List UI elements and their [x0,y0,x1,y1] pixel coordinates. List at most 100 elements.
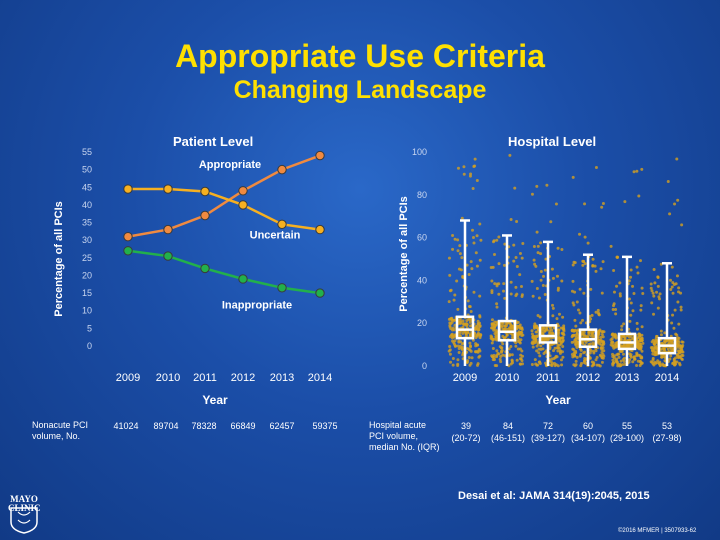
hospital-point [658,363,662,367]
hospital-point [572,363,576,367]
hospital-point [600,333,604,337]
hospital-point [458,252,462,256]
hospital-point [555,355,559,359]
hospital-point [629,313,633,317]
hospital-point [543,329,547,333]
hospital-point [466,330,470,334]
hospital-point [622,322,626,326]
hospital-point [456,358,460,362]
hospital-point [509,324,513,328]
hospital-point [456,307,460,311]
hospital-point [581,318,585,322]
hospital-point [602,349,606,353]
hospital-point [491,322,495,326]
hospital-point [539,269,543,273]
hospital-point [532,258,536,262]
hospital-point [669,287,673,291]
hospital-point [618,292,622,296]
hospital-point [560,363,564,367]
hospital-point [552,349,556,353]
hospital-point [675,274,679,278]
hospital-point [599,267,603,271]
hospital-point [620,328,624,332]
y-tick-label: 50 [82,165,92,175]
hospital-point [554,202,558,206]
hospital-point [535,344,539,348]
hospital-point [591,257,595,261]
hospital-point [655,338,659,342]
hospital-point [592,334,596,338]
hospital-point [549,220,553,224]
hospital-point [508,153,512,157]
hospital-point [500,350,504,354]
y-tick-label: 40 [82,200,92,210]
x-tick-label: 2011 [536,372,560,384]
hospital-point [573,338,577,342]
series-label-uncertain: Uncertain [250,229,301,241]
hospital-point [541,284,545,288]
hospital-point [544,361,548,365]
hospital-point [637,194,641,198]
hospital-point [543,293,547,297]
hospital-point [587,331,591,335]
hospital-point [650,301,654,305]
hospital-point [672,326,676,330]
hospital-point [649,282,653,286]
hospital-point [469,260,473,264]
hospital-point [534,362,538,366]
hospital-point [655,290,659,294]
hospital-point [551,303,555,307]
y-tick-label: 0 [422,361,427,371]
hospital-point [640,286,644,290]
hospital-point [530,329,534,333]
hospital-point [551,276,555,280]
hospital-point [465,360,469,364]
hospital-point [555,317,559,321]
hospital-point [473,157,477,161]
hospital-point [614,312,618,316]
hospital-point [578,287,582,291]
hospital-point [572,329,576,333]
data-point-appropriate [238,186,248,196]
hospital-point [673,308,677,312]
hospital-point [628,358,632,362]
hospital-point [573,354,577,358]
x-tick-label: 2014 [308,372,332,384]
hospital-point [618,294,622,298]
hospital-point [479,238,483,242]
hospital-point [512,243,516,247]
hospital-point [457,350,461,354]
hospital-point [592,361,596,365]
hospital-point [636,343,640,347]
hospital-point [489,336,493,340]
hospital-point [467,273,471,277]
hospital-point [600,291,604,295]
hospital-point [459,268,463,272]
hospital-point [478,336,482,340]
box-iqr [455,315,475,340]
hospital-point [651,358,655,362]
data-point-uncertain [163,184,173,194]
hospital-point [609,338,613,342]
hospital-point [650,340,654,344]
hospital-point [572,260,576,264]
hospital-point [599,346,603,350]
hospital-point [591,264,595,268]
y-tick-label: 5 [87,323,92,333]
hospital-point [661,363,665,367]
hospital-point [615,284,619,288]
hospital-point [631,360,635,364]
hospital-point [583,262,587,266]
hospital-point [492,253,496,257]
hospital-point [571,347,575,351]
data-point-inappropriate [123,246,133,256]
hospital-point [448,324,452,328]
hospital-point [518,341,522,345]
hospital-point [650,289,654,293]
hospital-point [535,349,539,353]
hospital-point [518,273,522,277]
hospital-point [475,178,479,182]
y-tick-label: 100 [412,147,427,157]
hospital-point [550,357,554,361]
hospital-point [507,347,511,351]
